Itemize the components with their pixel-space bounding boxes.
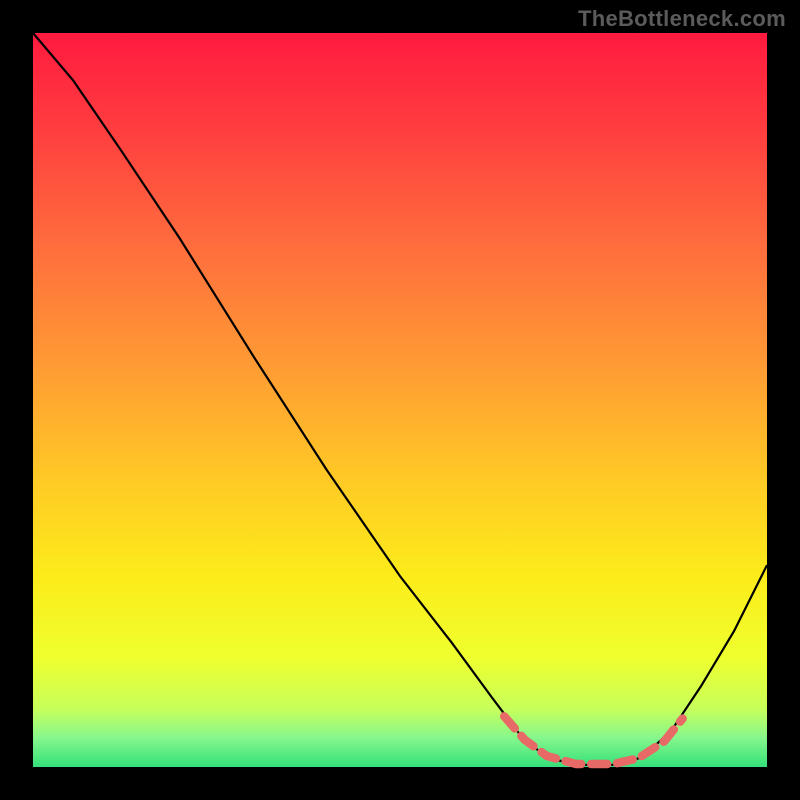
watermark-text: TheBottleneck.com <box>578 6 786 32</box>
chart-svg <box>0 0 800 800</box>
plot-background <box>33 33 767 767</box>
chart-canvas: TheBottleneck.com <box>0 0 800 800</box>
